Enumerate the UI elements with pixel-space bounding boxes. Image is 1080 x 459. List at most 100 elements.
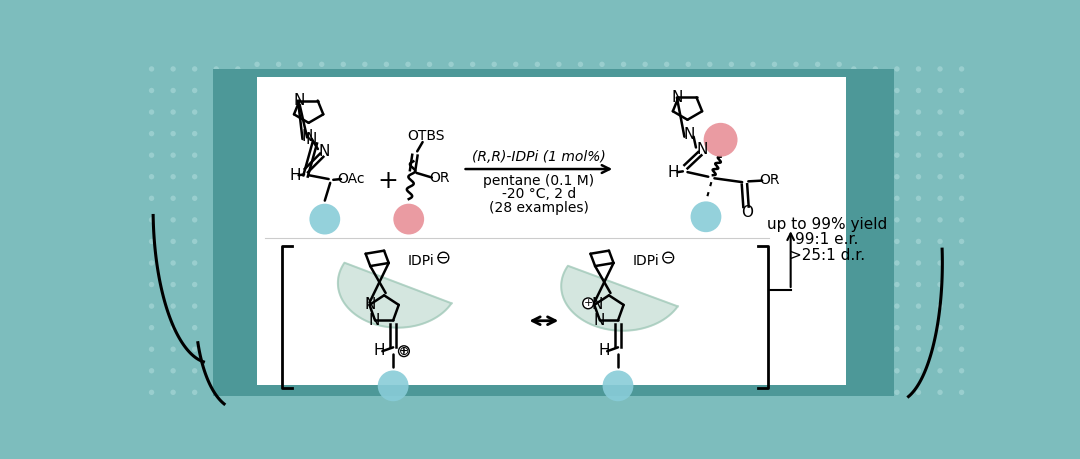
Circle shape [959,109,964,115]
Circle shape [851,66,856,72]
Circle shape [894,88,900,93]
Circle shape [214,347,219,352]
Text: H: H [374,343,386,358]
Circle shape [235,325,241,330]
Text: N: N [301,129,313,144]
Circle shape [894,217,900,223]
Circle shape [916,239,921,244]
Text: ⊕: ⊕ [399,345,409,358]
Circle shape [214,260,219,266]
Circle shape [171,347,176,352]
Circle shape [578,62,583,67]
Circle shape [171,303,176,309]
Circle shape [192,131,198,136]
Circle shape [438,252,449,263]
Circle shape [751,62,756,67]
Circle shape [894,368,900,374]
Circle shape [235,66,241,72]
Circle shape [894,260,900,266]
Circle shape [959,88,964,93]
Circle shape [192,88,198,93]
Circle shape [851,282,856,287]
Circle shape [340,62,346,67]
Text: pentane (0.1 M): pentane (0.1 M) [484,174,594,188]
Circle shape [405,62,410,67]
Circle shape [937,239,943,244]
Circle shape [916,217,921,223]
Circle shape [171,174,176,179]
Circle shape [894,174,900,179]
Circle shape [707,62,713,67]
Circle shape [214,131,219,136]
Circle shape [851,325,856,330]
Text: −: − [435,251,447,264]
Circle shape [171,282,176,287]
Circle shape [937,131,943,136]
Circle shape [959,260,964,266]
Circle shape [643,62,648,67]
Circle shape [937,390,943,395]
Circle shape [192,109,198,115]
Circle shape [916,196,921,201]
Circle shape [427,62,432,67]
Circle shape [937,66,943,72]
Text: +: + [583,298,593,308]
Circle shape [319,62,324,67]
Circle shape [851,152,856,158]
Circle shape [851,217,856,223]
Circle shape [309,204,340,235]
Circle shape [851,88,856,93]
Text: N: N [593,313,605,328]
Circle shape [214,368,219,374]
Circle shape [851,390,856,395]
Circle shape [378,370,408,401]
Circle shape [894,131,900,136]
Circle shape [192,303,198,309]
Circle shape [873,217,878,223]
Circle shape [959,325,964,330]
Text: N: N [697,142,707,157]
Circle shape [192,152,198,158]
Circle shape [235,303,241,309]
Circle shape [214,282,219,287]
Circle shape [959,239,964,244]
Circle shape [192,174,198,179]
Circle shape [235,217,241,223]
Text: H: H [289,168,300,184]
Text: OR: OR [759,173,780,187]
Circle shape [851,196,856,201]
Circle shape [149,131,154,136]
Circle shape [235,152,241,158]
Circle shape [235,88,241,93]
Circle shape [937,282,943,287]
Circle shape [192,390,198,395]
Circle shape [214,196,219,201]
Circle shape [171,217,176,223]
Circle shape [393,204,424,235]
Circle shape [873,347,878,352]
Circle shape [937,152,943,158]
Circle shape [937,325,943,330]
Circle shape [916,66,921,72]
Circle shape [916,174,921,179]
Circle shape [690,202,721,232]
Text: N: N [293,93,305,108]
Circle shape [214,217,219,223]
Text: O: O [742,206,754,220]
Text: N: N [592,297,603,312]
Circle shape [192,325,198,330]
Circle shape [149,239,154,244]
Circle shape [815,62,821,67]
Circle shape [149,88,154,93]
Circle shape [235,239,241,244]
Circle shape [851,368,856,374]
Circle shape [235,196,241,201]
Circle shape [214,303,219,309]
Circle shape [937,368,943,374]
Circle shape [171,260,176,266]
Circle shape [214,152,219,158]
Circle shape [959,347,964,352]
Circle shape [873,390,878,395]
Circle shape [916,347,921,352]
Circle shape [513,62,518,67]
